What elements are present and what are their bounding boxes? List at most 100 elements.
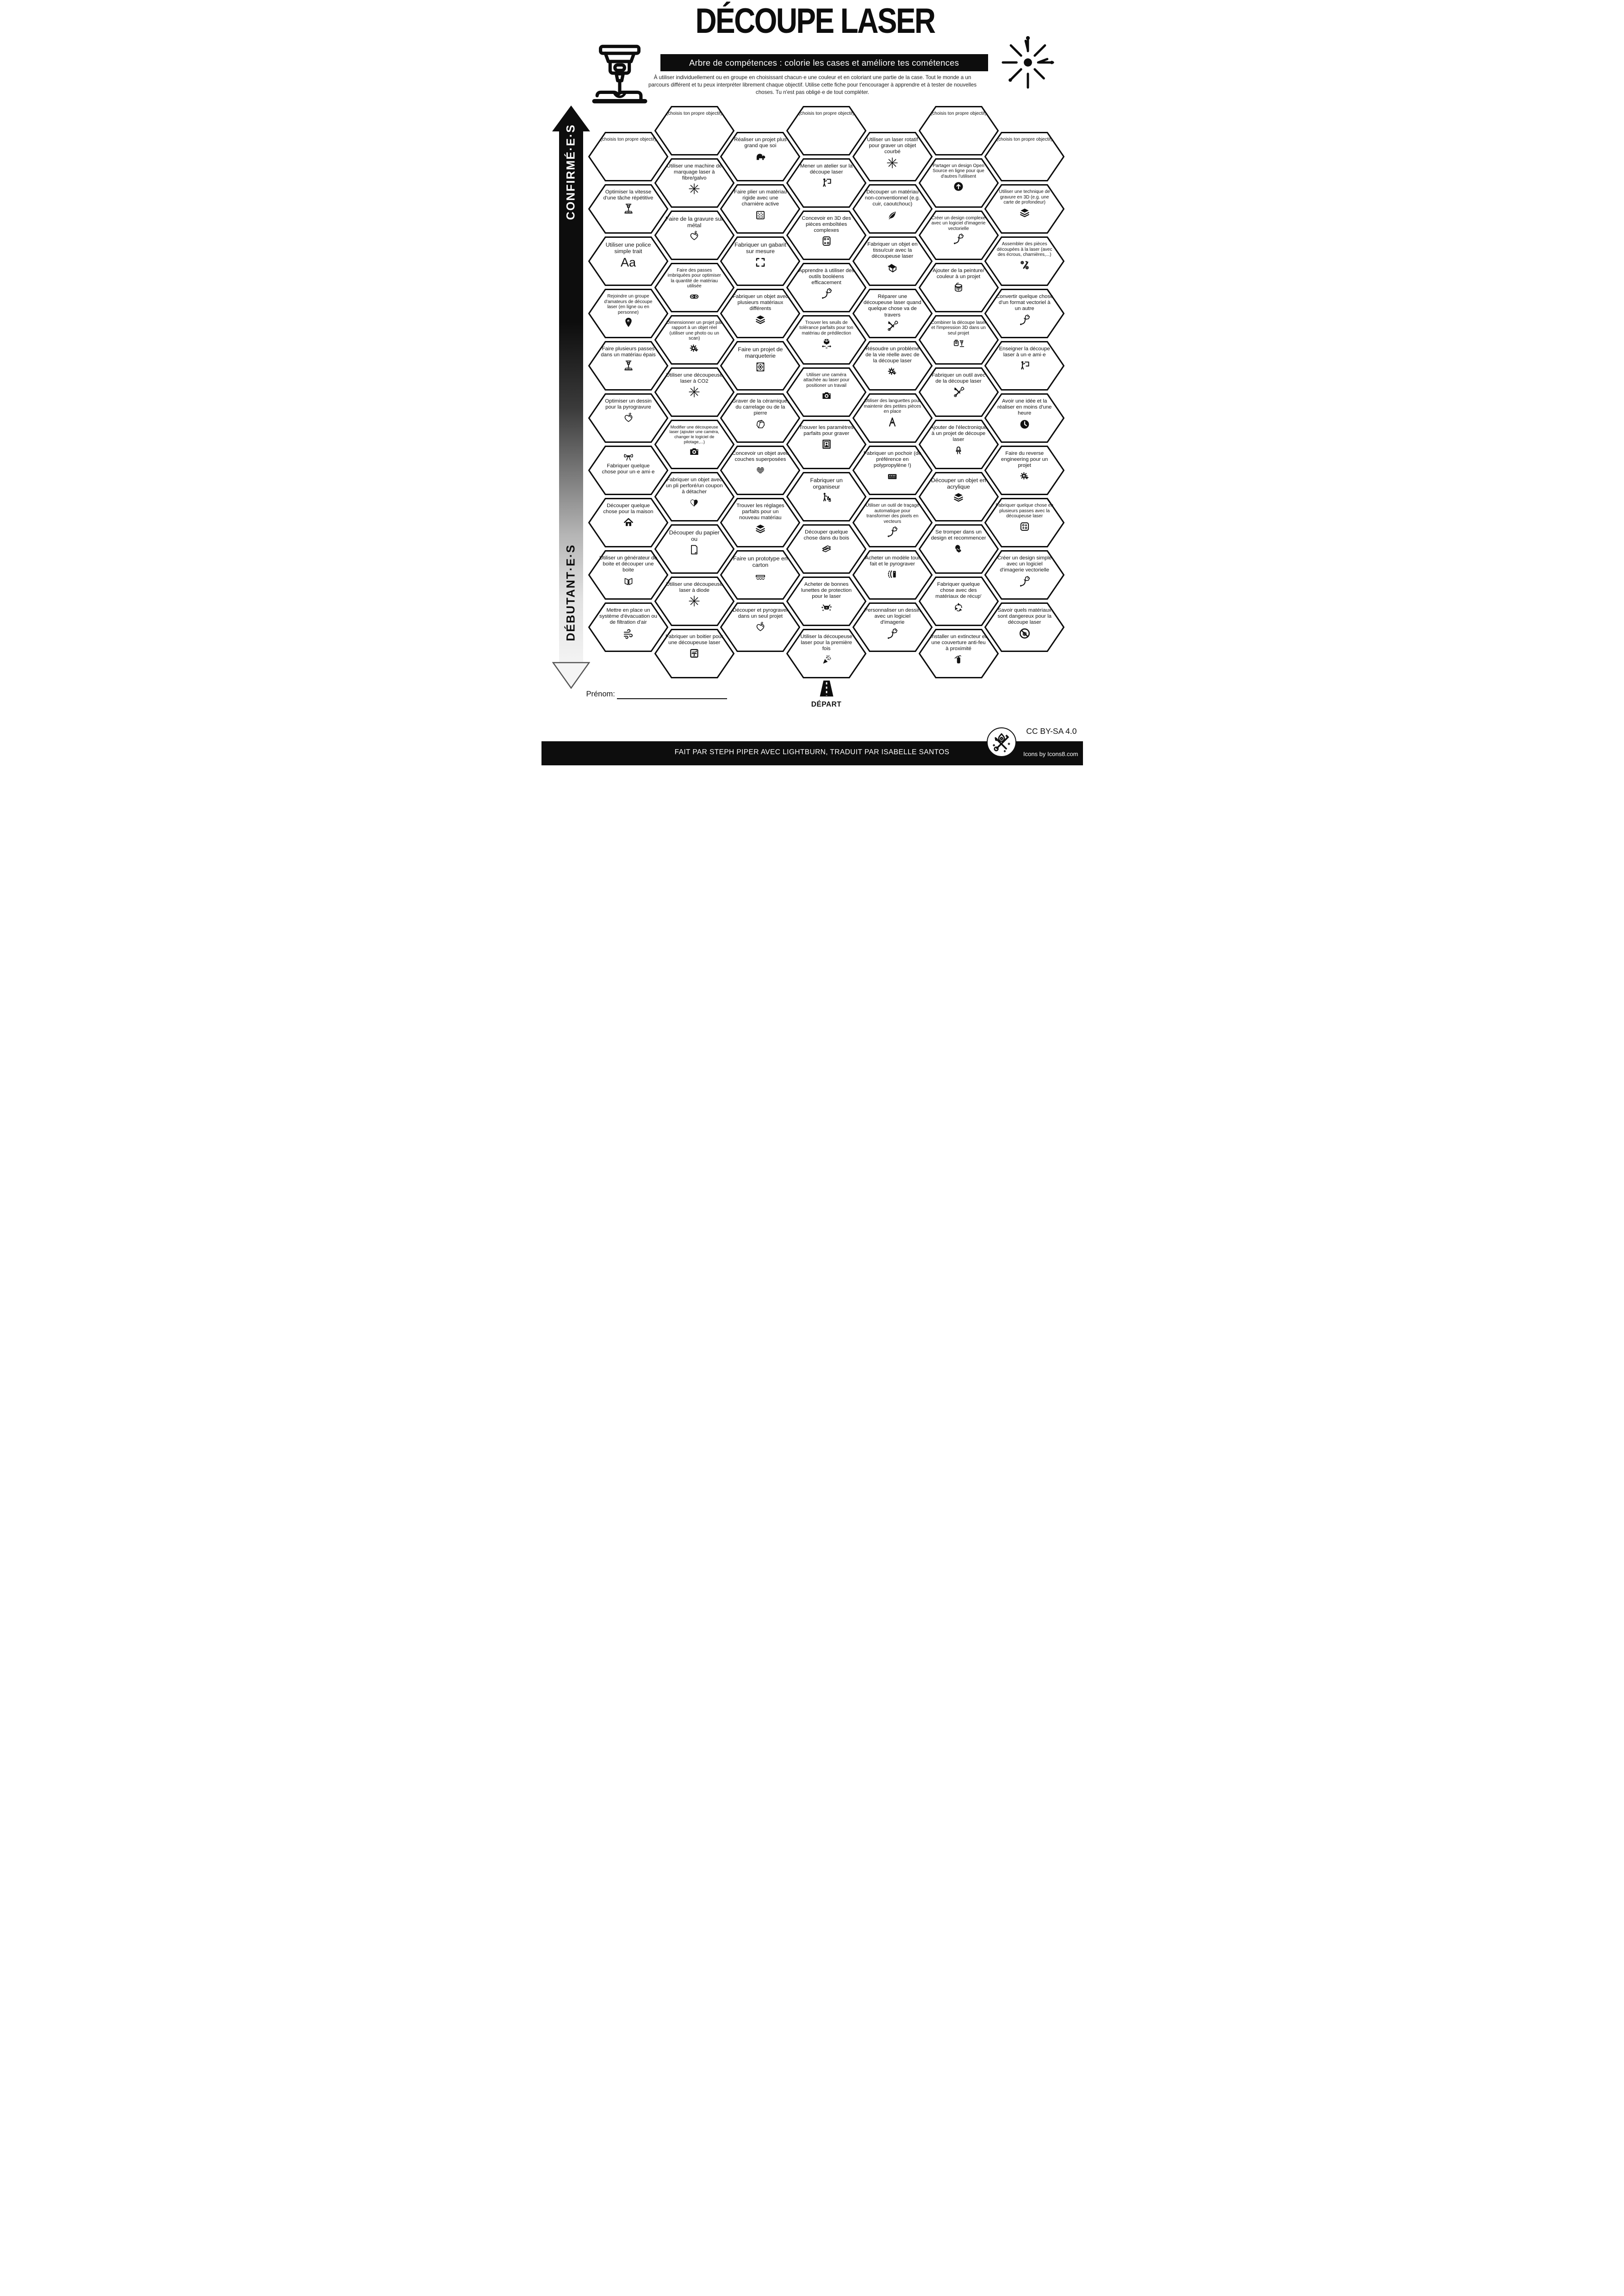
beginner-level-label: DÉBUTANT·E·S (564, 544, 577, 641)
skill-hex[interactable]: Fabriquer quelque chose avec des matéria… (918, 576, 999, 626)
skill-hex[interactable]: Combiner la découpe laser et l'impressio… (918, 315, 999, 365)
skill-hex[interactable]: Faire un projet de marqueterie (720, 341, 801, 391)
skill-hex[interactable]: Partager un design Open Source en ligne … (918, 158, 999, 208)
skill-hex[interactable]: (choisis ton propre objectif) (984, 132, 1065, 181)
hex-outline (852, 446, 933, 495)
skill-hex-label: Découper du papier ou (669, 529, 720, 542)
skill-hex[interactable]: Personnaliser un dessin avec un logiciel… (852, 602, 933, 652)
skill-hex[interactable]: Utiliser une technique de gravure en 3D … (984, 184, 1065, 234)
skill-hex[interactable]: Concevoir un objet avec couches superpos… (720, 446, 801, 495)
skill-hex[interactable]: Créer un design complexe avec un logicie… (918, 210, 999, 260)
skill-hex[interactable]: Assembler des pièces découpées à la lase… (984, 236, 1065, 286)
skill-hex[interactable]: Trouver les paramètres parfaits pour gra… (786, 419, 867, 469)
skill-hex[interactable]: Fabriquer un objet avec un pli perforé/u… (654, 472, 734, 521)
skill-hex[interactable]: Réparer une découpeuse laser quand quelq… (852, 289, 933, 338)
hex-content: Fabriquer un objet avec un pli perforé/u… (654, 472, 734, 521)
skill-hex[interactable]: Faire de la gravure sur métal (654, 210, 734, 260)
cube-arrows-icon (821, 337, 833, 349)
skill-hex[interactable]: (choisis ton propre objectif) (588, 132, 668, 181)
skill-hex[interactable]: Modifier une découpeuse laser (ajouter u… (654, 419, 734, 469)
skill-hex[interactable]: Fabriquer un organiseur (786, 472, 867, 521)
arrow-gradient-bar (559, 130, 583, 663)
skill-hex[interactable]: Utiliser une découpeuse laser à diode (654, 576, 734, 626)
skill-hex[interactable]: Convertir quelque chose d'un format vect… (984, 289, 1065, 338)
skill-hex[interactable]: Fabriquer un gabarit sur mesure (720, 236, 801, 286)
skill-hex[interactable]: Découper quelque chose dans du bois (786, 524, 867, 574)
skill-hex[interactable]: Trouver les réglages parfaits pour un no… (720, 498, 801, 547)
skill-hex[interactable]: Découper et pyrograver dans un seul proj… (720, 602, 801, 652)
skill-hex[interactable]: Optimiser la vitesse d'une tâche répétit… (588, 184, 668, 234)
skill-hex[interactable]: (choisis ton propre objectif) (786, 105, 867, 155)
skill-hex[interactable]: (choisis ton propre objectif) (654, 105, 734, 155)
skill-hex[interactable]: Se tromper dans un design et recommencer (918, 524, 999, 574)
skill-hex[interactable]: Ajouter de la peinture/ couleur à un pro… (918, 262, 999, 312)
gear-hand-icon (886, 366, 898, 378)
skill-hex[interactable]: Acheter un modèle tout fait et le pyrogr… (852, 550, 933, 600)
hex-content: Utiliser une découpeuse laser à diode (654, 577, 734, 626)
first-name-field[interactable] (616, 698, 727, 699)
skill-hex[interactable]: Utiliser une police simple trait Aa (588, 236, 668, 286)
skill-hex[interactable]: Acheter de bonnes lunettes de protection… (786, 576, 867, 626)
skill-hex[interactable]: Faire des passes imbriquées pour optimis… (654, 262, 734, 312)
skill-hex[interactable]: Utiliser des languettes pour maintenir d… (852, 393, 933, 443)
skill-hex[interactable]: Découper quelque chose pour la maison (588, 498, 668, 547)
presenter-icon (1019, 360, 1031, 372)
skill-hex[interactable]: Faire plier un matériau rigide avec une … (720, 184, 801, 234)
skill-hex[interactable]: Utiliser une caméra attachée au laser po… (786, 367, 867, 417)
skill-hex[interactable]: Utiliser la découpeuse laser pour la pre… (786, 628, 867, 678)
skill-hex[interactable]: Savoir quels matériaux sont dangereux po… (984, 602, 1065, 652)
skill-hex[interactable]: Découper du papier ou (654, 524, 734, 574)
skill-hex[interactable]: (choisis ton propre objectif) (918, 105, 999, 155)
skill-hex[interactable]: Utiliser une machine de marquage laser à… (654, 158, 734, 208)
skill-hex[interactable]: Dimensionner un projet par rapport à un … (654, 315, 734, 365)
skill-hex[interactable]: Mener un atelier sur la découpe laser (786, 158, 867, 208)
skill-hex[interactable]: Installer un extincteur et une couvertur… (918, 628, 999, 678)
skill-hex[interactable]: Fabriquer un boitier pour une découpeuse… (654, 628, 734, 678)
skill-hex-label: Faire plier un matériau rigide avec une … (734, 189, 787, 207)
hex-outline (984, 132, 1065, 181)
skill-hex[interactable]: Faire plusieurs passes dans un matériau … (588, 341, 668, 391)
skill-hex[interactable]: Rejoindre un groupe d'amateurs de découp… (588, 289, 668, 338)
skill-hex[interactable]: Utiliser une découpeuse laser à CO2 (654, 367, 734, 417)
skill-hex[interactable]: Réaliser un projet plus grand que soi (720, 132, 801, 181)
skill-hex[interactable]: Faire un prototype en carton (720, 550, 801, 600)
skill-hex[interactable]: Découper un matériau non-conventionnel (… (852, 184, 933, 234)
skill-hex-label: Utiliser la découpeuse laser pour la pre… (800, 633, 852, 652)
hex-outline (984, 550, 1065, 600)
skill-hex[interactable]: Fabriquer quelque chose en plusieurs pas… (984, 498, 1065, 547)
skill-hex[interactable]: Utiliser un outil de traçage automatique… (852, 498, 933, 547)
skill-hex[interactable]: Fabriquer un pochoir (de préférence en p… (852, 446, 933, 495)
skill-hex-label: Utiliser un outil de traçage automatique… (865, 503, 920, 524)
skill-hex[interactable]: Apprendre à utiliser des outils booléens… (786, 262, 867, 312)
skill-hex[interactable]: Faire du reverse engineering pour un pro… (984, 446, 1065, 495)
hex-content: Savoir quels matériaux sont dangereux po… (984, 602, 1064, 652)
skill-hex[interactable]: Enseigner la découpe laser à un·e ami·e (984, 341, 1065, 391)
skill-hex[interactable]: Fabriquer un outil avec de la découpe la… (918, 367, 999, 417)
tabs-A-icon (886, 416, 898, 428)
skill-hex[interactable]: Fabriquer un objet avec plusieurs matéri… (720, 289, 801, 338)
skill-hex[interactable]: Optimiser un dessin pour la pyrogravure (588, 393, 668, 443)
skill-hex[interactable]: Trouver les seuils de tolérance parfaits… (786, 315, 867, 365)
skill-hex[interactable]: Graver de la céramique, du carrelage ou … (720, 393, 801, 443)
hex-outline (786, 158, 867, 208)
skill-hex[interactable]: Fabriquer un objet en tissu/cuir avec la… (852, 236, 933, 286)
hex-content: Utiliser une technique de gravure en 3D … (984, 184, 1064, 234)
skill-hex[interactable]: Concevoir en 3D des pièces emboîtées com… (786, 210, 867, 260)
skill-hex[interactable]: Utiliser un laser rotatif pour graver un… (852, 132, 933, 181)
skill-hex[interactable]: Ajouter de l'électronique à un projet de… (918, 419, 999, 469)
skill-hex-label: Résoudre un problème de la vie réelle av… (865, 346, 920, 364)
hex-outline (588, 393, 668, 443)
skill-hex[interactable]: Utiliser un générateur de boite et décou… (588, 550, 668, 600)
no-materials-icon (1019, 627, 1031, 639)
skill-hex[interactable]: Découper un objet en acrylique (918, 472, 999, 521)
skill-hex[interactable]: Résoudre un problème de la vie réelle av… (852, 341, 933, 391)
arrow-down-head (552, 662, 590, 689)
living-hinge-icon (754, 209, 766, 221)
skill-hex[interactable]: Mettre en place un système d'évacuation … (588, 602, 668, 652)
skill-hex-label: Ajouter de la peinture/ couleur à un pro… (933, 267, 984, 279)
pen-tool-icon (1019, 575, 1031, 587)
skill-hex[interactable]: Fabriquer quelque chose pour un·e ami·e (588, 446, 668, 495)
skill-hex[interactable]: Créer un design simple avec un logiciel … (984, 550, 1065, 600)
hex-outline (654, 472, 734, 521)
skill-hex[interactable]: Avoir une idée et la réaliser en moins d… (984, 393, 1065, 443)
